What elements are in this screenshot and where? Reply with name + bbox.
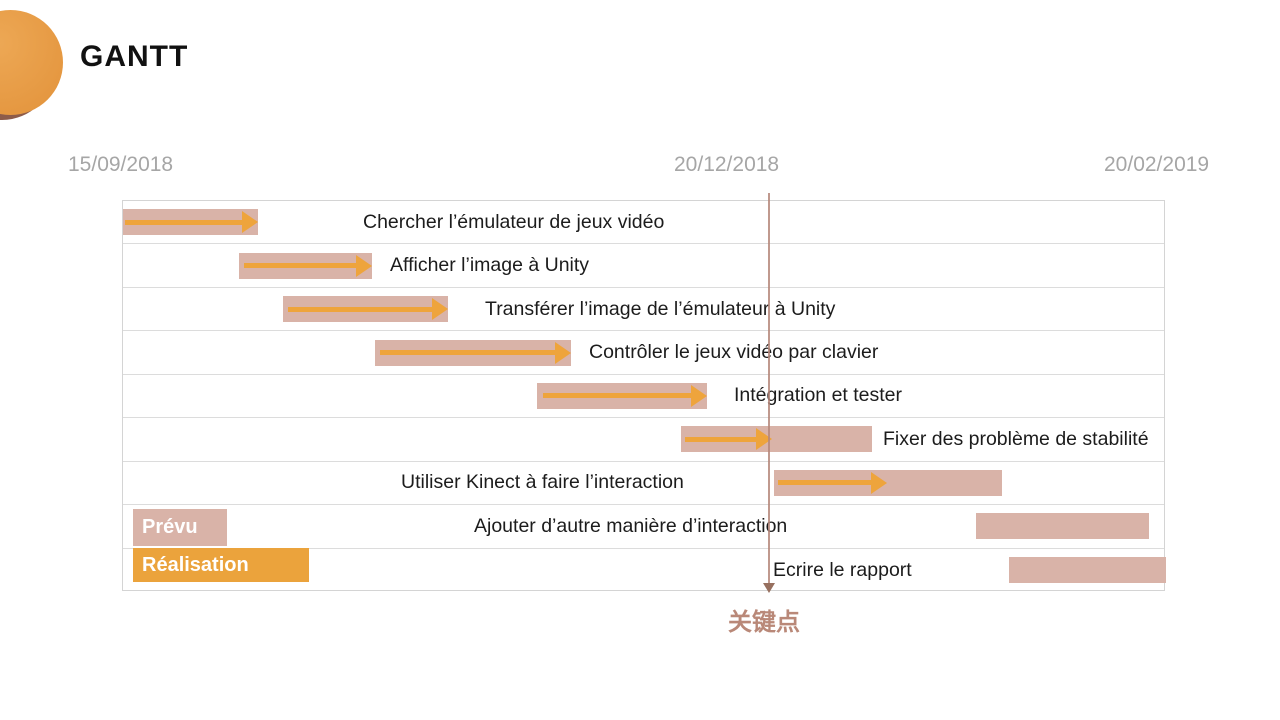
task-label: Chercher l’émulateur de jeux vidéo <box>363 210 665 233</box>
arrow-head-icon <box>555 341 571 364</box>
arrow-head-icon <box>242 211 258 234</box>
gantt-row: Contrôler le jeux vidéo par clavier <box>123 331 1164 375</box>
realisation-arrow <box>242 244 372 286</box>
gantt-row: Ajouter d’autre manière d’interaction <box>123 505 1164 549</box>
axis-date: 20/02/2019 <box>1104 153 1210 176</box>
milestone-label: 关键点 <box>728 609 800 636</box>
legend-prevu-badge: Prévu <box>133 509 227 546</box>
gantt-row: Afficher l’image à Unity <box>123 244 1164 288</box>
arrow-shaft <box>685 436 759 442</box>
task-label: Fixer des problème de stabilité <box>883 427 1149 450</box>
arrow-head-icon <box>691 384 707 407</box>
arrow-shaft <box>244 263 359 269</box>
milestone-line <box>768 193 770 583</box>
task-label: Transférer l’image de l’émulateur à Unit… <box>485 297 836 320</box>
arrow-shaft <box>125 219 245 225</box>
gantt-row: Ecrire le rapport <box>123 549 1166 592</box>
gantt-row: Intégration et tester <box>123 375 1164 419</box>
realisation-arrow <box>378 331 571 373</box>
planned-bar <box>1009 557 1166 584</box>
arrow-head-icon <box>871 471 887 494</box>
realisation-arrow <box>683 418 772 460</box>
task-label: Afficher l’image à Unity <box>390 254 590 277</box>
legend-prevu-label: Prévu <box>142 516 198 538</box>
legend-realisation-badge: Réalisation <box>133 548 309 582</box>
realisation-arrow <box>776 462 887 504</box>
arrow-head-icon <box>432 298 448 321</box>
realisation-arrow <box>123 201 258 243</box>
planned-bar <box>976 513 1149 540</box>
logo-circle <box>0 10 63 115</box>
gantt-row: Transférer l’image de l’émulateur à Unit… <box>123 288 1164 332</box>
legend-realisation-label: Réalisation <box>142 553 249 576</box>
task-label: Contrôler le jeux vidéo par clavier <box>589 341 879 364</box>
realisation-arrow <box>286 288 448 330</box>
arrow-shaft <box>288 306 435 312</box>
axis-date: 15/09/2018 <box>68 153 174 176</box>
realisation-arrow <box>541 375 707 417</box>
task-label: Ecrire le rapport <box>773 558 912 581</box>
gantt-row: Utiliser Kinect à faire l’interaction <box>123 462 1164 506</box>
gantt-row: Chercher l’émulateur de jeux vidéo <box>123 201 1164 245</box>
milestone-arrow-icon <box>763 583 775 593</box>
task-label: Ajouter d’autre manière d’interaction <box>474 514 788 537</box>
task-label: Utiliser Kinect à faire l’interaction <box>401 471 684 494</box>
slide-title: GANTT <box>80 40 189 73</box>
arrow-shaft <box>543 393 694 399</box>
gantt-row: Fixer des problème de stabilité <box>123 418 1164 462</box>
task-label: Intégration et tester <box>734 384 903 407</box>
arrow-shaft <box>380 350 558 356</box>
arrow-shaft <box>778 480 874 486</box>
gantt-chart: Chercher l’émulateur de jeux vidéo Affich… <box>122 200 1166 592</box>
axis-date: 20/12/2018 <box>674 153 780 176</box>
arrow-head-icon <box>356 254 372 277</box>
